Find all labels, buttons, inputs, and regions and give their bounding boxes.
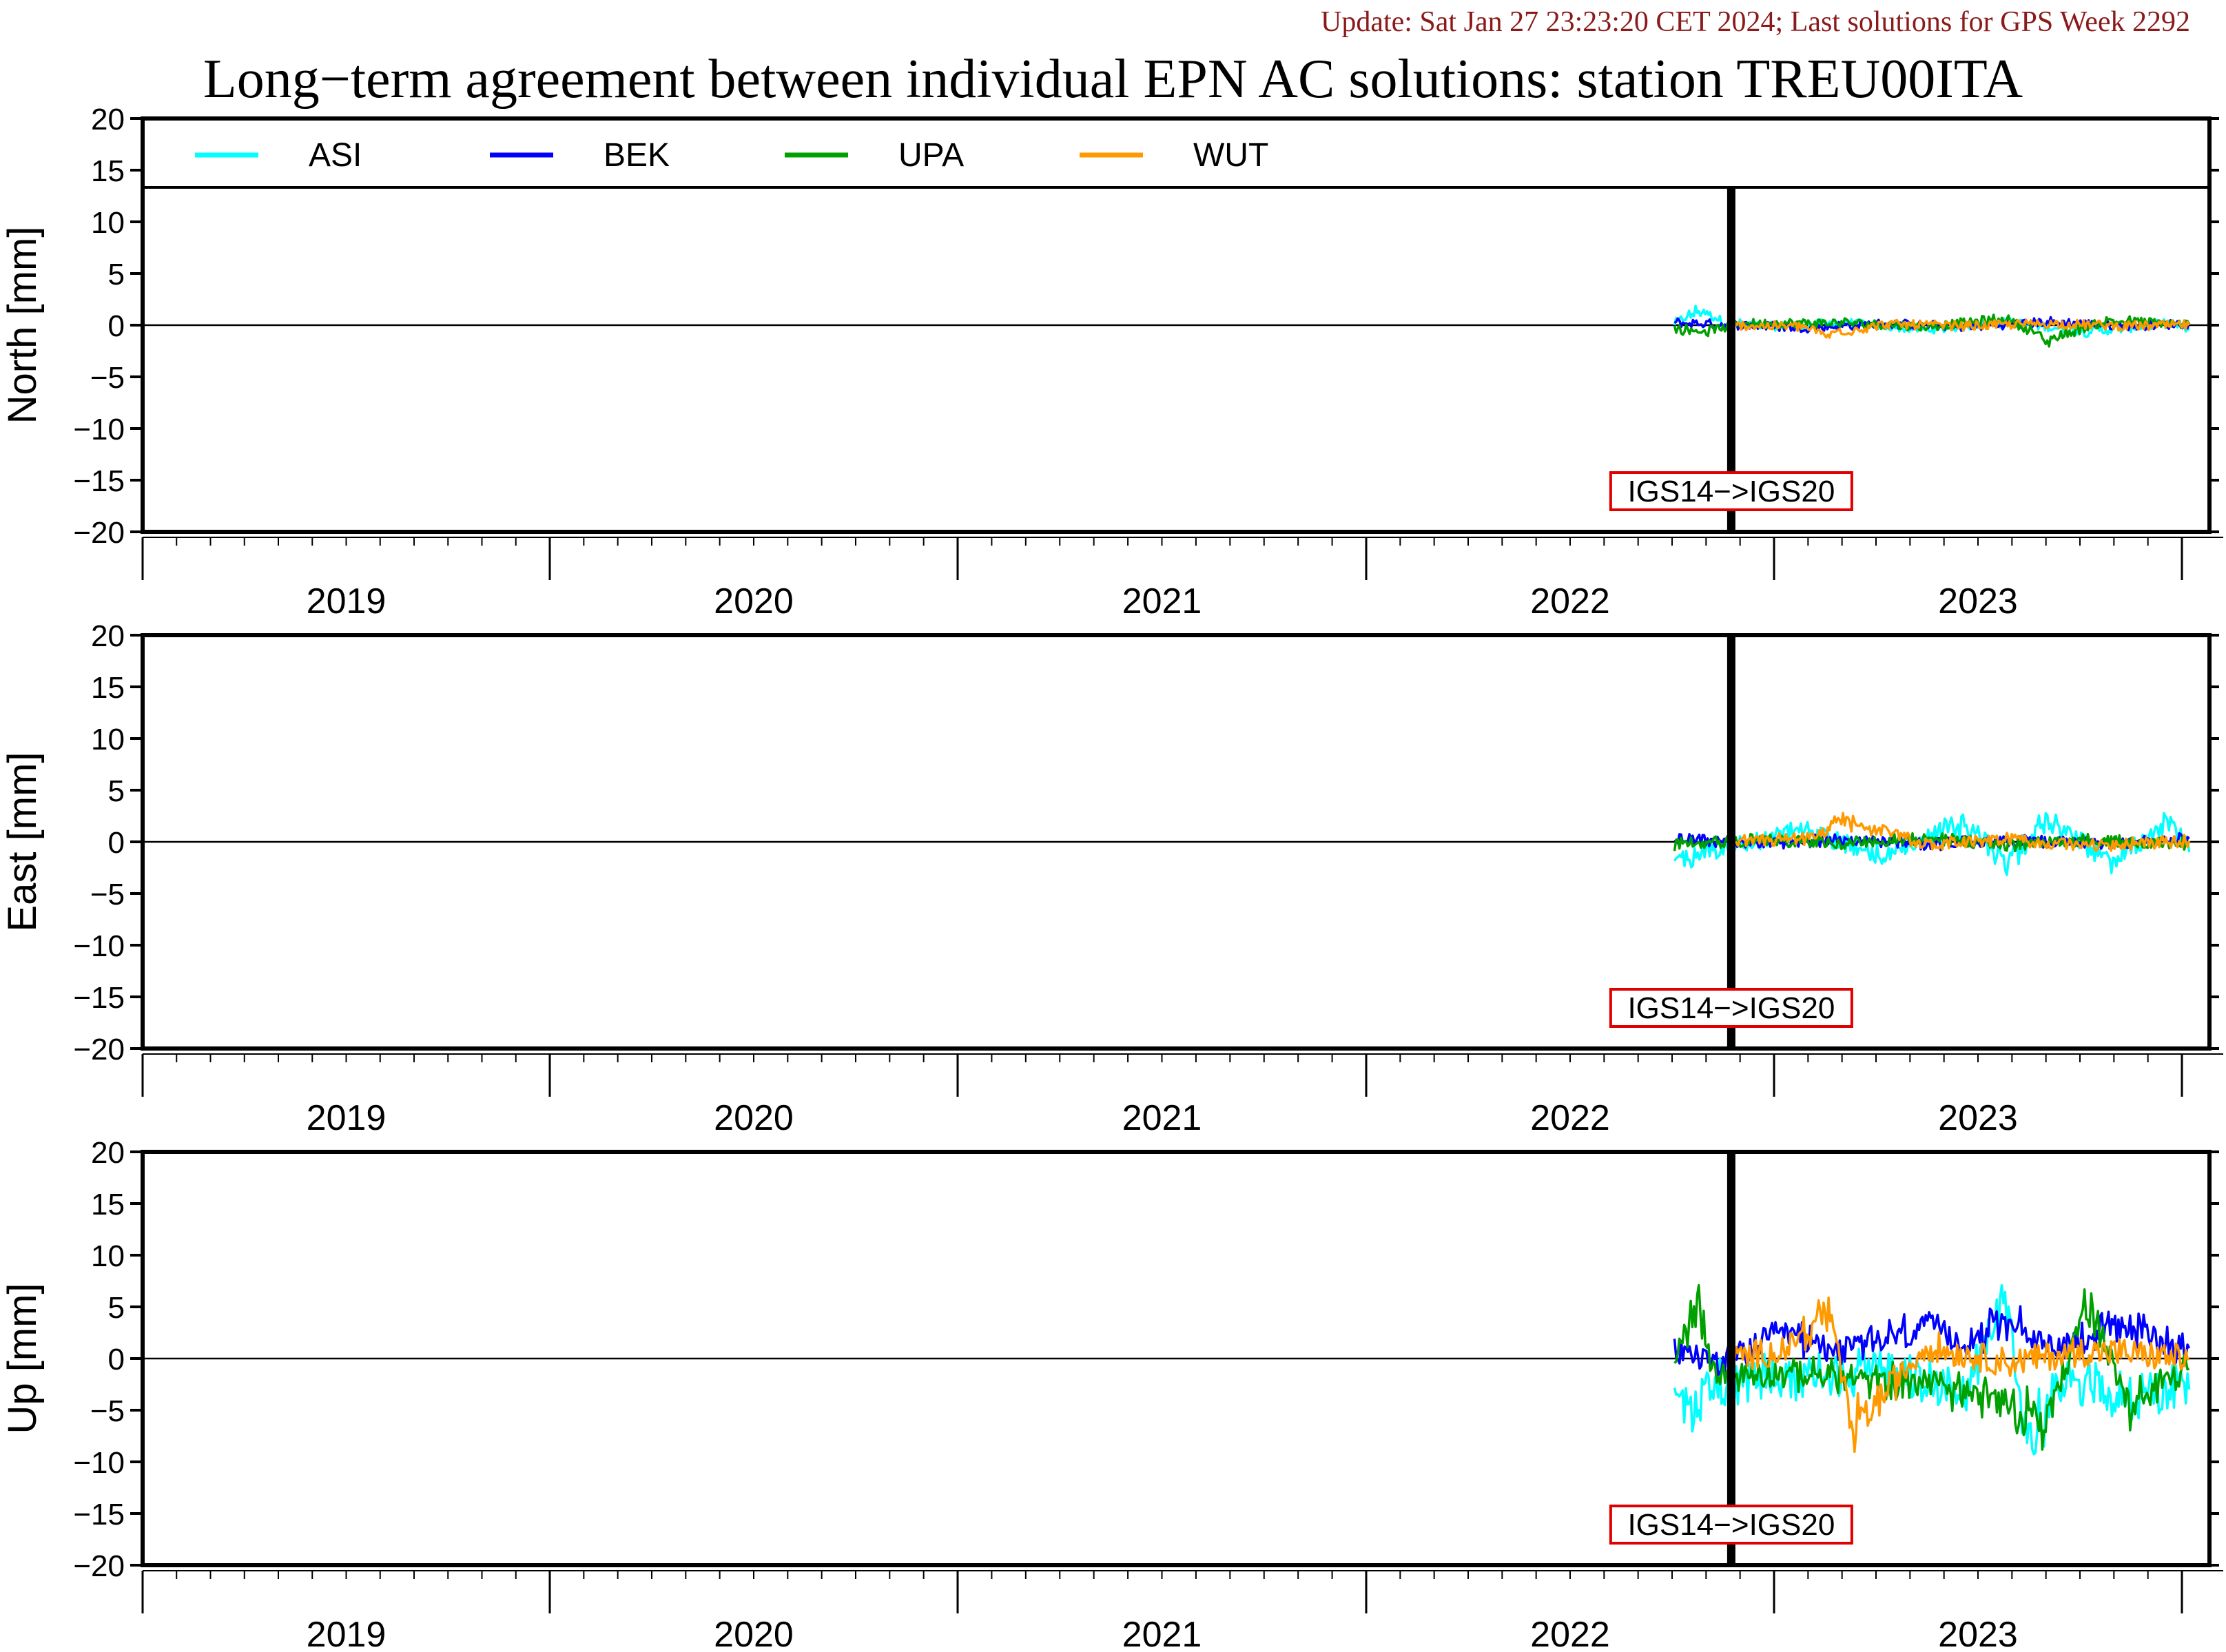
chart-title: Long−term agreement between individual E…: [203, 49, 2023, 110]
ytick-label: −15: [73, 464, 125, 498]
ytick-label: 10: [91, 1239, 125, 1273]
y-axis-label: East [mm]: [0, 752, 45, 931]
series-line-upa: [1673, 1283, 2190, 1451]
annotation-label: IGS14−>IGS20: [1627, 475, 1835, 508]
ytick-label: −15: [73, 981, 125, 1015]
ytick-label: 0: [108, 1343, 125, 1376]
ytick-label: −20: [73, 516, 125, 550]
ytick-label: 10: [91, 723, 125, 756]
ytick-label: 0: [108, 309, 125, 343]
ytick-label: 15: [91, 671, 125, 705]
series-line-wut: [1730, 1296, 2190, 1454]
annotation-box: [1609, 471, 1853, 511]
legend-bg: [143, 118, 2209, 187]
y-axis-label: North [mm]: [0, 227, 45, 424]
xtick-label: 2022: [1530, 1615, 1610, 1652]
annotation-label: IGS14−>IGS20: [1627, 991, 1835, 1025]
xtick-label: 2021: [1122, 581, 1202, 621]
ytick-label: 15: [91, 154, 125, 188]
xtick-label: 2020: [714, 581, 794, 621]
series-line-wut: [1730, 812, 2191, 852]
ytick-label: −10: [73, 413, 125, 446]
xtick-label: 2021: [1122, 1098, 1202, 1138]
ytick-label: −10: [73, 1446, 125, 1480]
ytick-label: 10: [91, 206, 125, 240]
legend-label-bek: BEK: [604, 137, 670, 174]
ytick-label: 0: [108, 826, 125, 860]
ytick-label: −5: [90, 361, 125, 395]
xtick-label: 2021: [1122, 1615, 1202, 1652]
xtick-label: 2023: [1938, 1098, 2018, 1138]
ytick-label: 20: [91, 619, 125, 653]
xtick-label: 2020: [714, 1098, 794, 1138]
ytick-label: 20: [91, 103, 125, 136]
xtick-label: 2022: [1530, 581, 1610, 621]
ytick-label: −20: [73, 1549, 125, 1583]
ytick-label: −10: [73, 929, 125, 963]
annotation-box: [1609, 1505, 1853, 1545]
xtick-label: 2023: [1938, 581, 2018, 621]
xtick-label: 2023: [1938, 1615, 2018, 1652]
ytick-label: −15: [73, 1498, 125, 1531]
legend-label-wut: WUT: [1193, 137, 1268, 174]
ytick-label: 15: [91, 1188, 125, 1221]
update-timestamp: Update: Sat Jan 27 23:23:20 CET 2024; La…: [1320, 6, 2190, 38]
ytick-label: 5: [108, 774, 125, 808]
y-axis-label: Up [mm]: [0, 1283, 45, 1434]
ytick-label: −5: [90, 878, 125, 911]
xtick-label: 2020: [714, 1615, 794, 1652]
xtick-label: 2019: [307, 581, 387, 621]
legend-label-upa: UPA: [898, 137, 964, 174]
xtick-label: 2019: [307, 1615, 387, 1652]
ytick-label: 20: [91, 1136, 125, 1170]
annotation-box: [1609, 988, 1853, 1028]
xtick-label: 2019: [307, 1098, 387, 1138]
series-line-wut: [1730, 318, 2191, 339]
xtick-label: 2022: [1530, 1098, 1610, 1138]
ytick-label: −5: [90, 1394, 125, 1428]
ytick-label: −20: [73, 1033, 125, 1066]
ytick-label: 5: [108, 1291, 125, 1325]
legend-label-asi: ASI: [309, 137, 362, 174]
plot-frame-redraw: [141, 116, 2212, 534]
ytick-label: 5: [108, 258, 125, 291]
annotation-label: IGS14−>IGS20: [1627, 1508, 1835, 1542]
